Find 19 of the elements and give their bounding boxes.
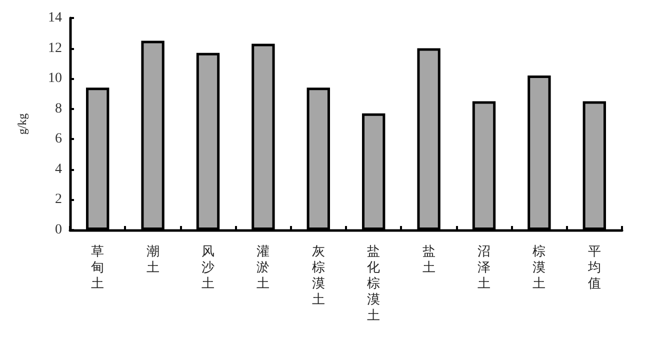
x-tick-label: 沼泽土 [478,244,490,292]
y-tick-label: 8 [55,101,62,116]
x-tick-label: 灰棕漠土 [312,244,325,308]
y-axis-title: g/kg [15,113,29,135]
x-tick-label: 盐化棕漠土 [367,244,380,324]
x-tick-label: 潮土 [146,244,160,276]
x-tick-label: 风沙土 [202,244,214,292]
x-tick-label: 草甸土 [91,244,104,292]
y-tick-label: 14 [48,10,62,26]
y-tick-label: 4 [55,162,62,177]
x-tick-label: 盐土 [422,244,436,276]
y-tick-label: 0 [55,222,62,238]
x-tick-label: 平均值 [586,244,601,292]
y-tick-label: 6 [55,132,62,147]
x-tick-label: 棕漠土 [532,244,546,292]
x-tick-label: 灌淤土 [256,244,270,292]
y-tick-label: 12 [48,40,62,56]
y-tick-label: 10 [48,71,62,86]
y-tick-label: 2 [55,192,62,208]
